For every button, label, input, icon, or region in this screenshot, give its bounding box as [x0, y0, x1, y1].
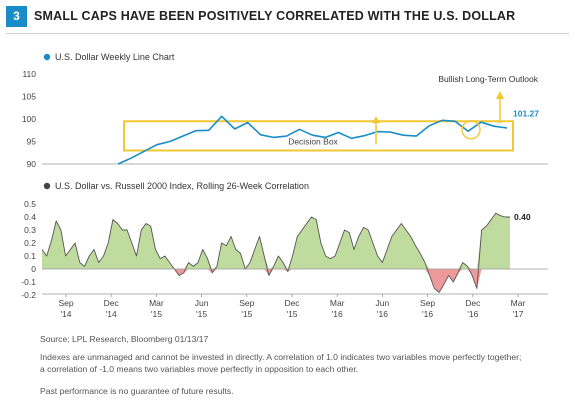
x-tick-label-year: '14 [106, 309, 117, 319]
x-tick-label-month: Dec [465, 298, 481, 308]
figure-number-badge: 3 [6, 6, 27, 27]
correlation-series-line [41, 212, 510, 293]
chart-header: 3 SMALL CAPS HAVE BEEN POSITIVELY CORREL… [0, 0, 575, 36]
decision-box-label: Decision Box [288, 137, 338, 147]
disclaimer-line-2: a correlation of -1.0 means two variable… [40, 364, 359, 374]
x-tick-label-year: '16 [377, 309, 388, 319]
x-tick-label-month: Jun [376, 298, 390, 308]
x-tick-label-year: '14 [60, 309, 71, 319]
header-divider [6, 33, 569, 34]
decision-box [123, 120, 514, 152]
y-tick-label-top: 100 [22, 114, 36, 124]
legend-label-dollar: U.S. Dollar Weekly Line Chart [55, 52, 175, 62]
positive-correlation-area [42, 213, 510, 269]
x-tick-label-year: '15 [151, 309, 162, 319]
x-tick-label-month: Sep [239, 298, 254, 308]
legend-label-correlation: U.S. Dollar vs. Russell 2000 Index, Roll… [55, 181, 309, 191]
x-tick-label-year: '15 [241, 309, 252, 319]
x-tick-label-month: Sep [420, 298, 435, 308]
x-tick-label-month: Mar [149, 298, 164, 308]
x-tick-label-year: '15 [196, 309, 207, 319]
x-tick-label-year: '16 [332, 309, 343, 319]
x-tick-label-month: Dec [284, 298, 300, 308]
dollar-series-line [117, 115, 508, 165]
legend-dot-dollar [43, 53, 51, 61]
last-value-label-top: 101.27 [513, 108, 539, 118]
x-tick-label-year: '17 [512, 309, 523, 319]
chart-title: SMALL CAPS HAVE BEEN POSITIVELY CORRELAT… [34, 9, 516, 23]
last-value-label-bottom: 0.40 [514, 212, 531, 222]
x-tick-label-month: Mar [330, 298, 345, 308]
past-performance-note: Past performance is no guarantee of futu… [40, 386, 234, 396]
decision-box-arrow-head [372, 116, 380, 124]
x-tick-label-month: Dec [104, 298, 120, 308]
y-tick-label-bottom: 0 [31, 264, 36, 274]
y-tick-label-bottom: 0.2 [24, 238, 36, 248]
y-tick-label-bottom: 0.4 [24, 212, 36, 222]
x-tick-label-year: '16 [467, 309, 478, 319]
source-note: Source: LPL Research, Bloomberg 01/13/17 [40, 334, 209, 344]
x-tick-label-month: Sep [58, 298, 73, 308]
legend-dot-correlation [43, 182, 51, 190]
x-tick-label-month: Mar [511, 298, 526, 308]
outlook-arrow-head [496, 91, 504, 99]
outlook-label: Bullish Long-Term Outlook [438, 74, 538, 84]
y-tick-label-top: 95 [27, 137, 37, 147]
y-tick-label-top: 110 [22, 69, 36, 79]
x-tick-label-year: '16 [422, 309, 433, 319]
x-tick-label-year: '15 [286, 309, 297, 319]
charts-svg: U.S. Dollar Weekly Line Chart 90 95 100 105 1… [21, 52, 548, 319]
negative-correlation-area [42, 269, 510, 293]
y-tick-label-bottom: 0.5 [24, 199, 36, 209]
disclaimer-line-1: Indexes are unmanaged and cannot be inve… [40, 352, 522, 362]
breakout-highlight-circle [461, 120, 481, 140]
y-tick-label-bottom: 0.3 [24, 225, 36, 235]
y-tick-label-bottom: -0.2 [21, 290, 36, 300]
y-tick-label-bottom: -0.1 [21, 277, 36, 287]
y-tick-label-top: 90 [27, 159, 37, 169]
y-tick-label-bottom: 0.1 [24, 251, 36, 261]
y-tick-label-top: 105 [22, 92, 36, 102]
x-tick-label-month: Jun [195, 298, 209, 308]
